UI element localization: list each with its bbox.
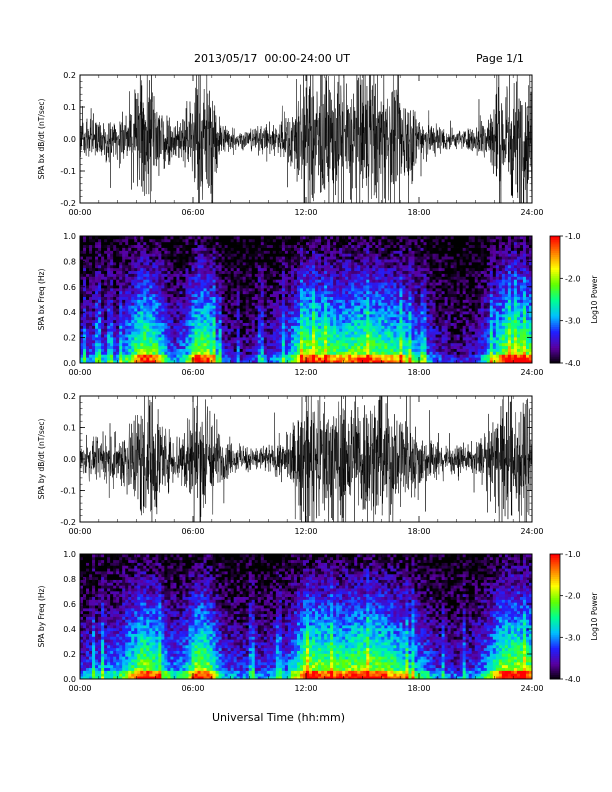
y-tick-label: 0.0 [63,359,76,368]
y-tick-label: 0.8 [63,575,76,584]
x-tick-label: 12:00 [294,208,317,217]
y-axis-label: SPA bx Freq (Hz) [37,269,46,331]
y-tick-label: -0.1 [60,167,76,176]
spectrogram-cells [80,236,533,364]
y-tick-label: 1.0 [63,232,76,241]
x-tick-label: 12:00 [294,368,317,377]
colorbar: -1.0 -2.0 -3.0 -4.0 Log10 Power [549,550,599,684]
y-tick-label: 0.8 [63,257,76,266]
colorbar-frame [549,553,561,680]
y-tick-label: 0.6 [63,283,76,292]
x-tick-label: 24:00 [520,368,543,377]
colorbar-tick-label: -1.0 [565,550,581,559]
colorbar: -1.0 -2.0 -3.0 -4.0 Log10 Power [549,232,599,368]
y-tick-label: 0.2 [63,71,76,80]
y-tick-label: -0.2 [60,199,76,208]
colorbar-tick-label: -4.0 [565,359,581,368]
y-tick-label: 0.2 [63,334,76,343]
spectrogram-panel-4: 0.0 0.2 0.4 0.6 0.8 1.0 -1.0 -2.0 -3.0 -4.0 Log10 … [37,550,599,693]
y-tick-label: 1.0 [63,550,76,559]
y-tick-label: 0.0 [63,455,76,464]
y-axis-label: SPA by dB/dt (nT/sec) [37,419,46,500]
spectrogram-cells [80,554,533,680]
series-trace [80,75,532,203]
colorbar-label: Log10 Power [590,592,599,641]
colorbar-tick-label: -4.0 [565,675,581,684]
x-tick-label: 00:00 [68,527,91,536]
x-tick-label: 06:00 [181,527,204,536]
plot-title: 2013/05/17 00:00-24:00 UT [194,52,351,65]
y-tick-label: 0.4 [63,308,76,317]
x-tick-label: 18:00 [407,368,430,377]
y-tick-label: 0.4 [63,625,76,634]
x-tick-label: 06:00 [181,684,204,693]
x-tick-label: 12:00 [294,527,317,536]
y-tick-label: 0.0 [63,675,76,684]
x-tick-label: 24:00 [520,684,543,693]
x-tick-label: 06:00 [181,208,204,217]
y-tick-label: 0.0 [63,135,76,144]
x-tick-label: 18:00 [407,208,430,217]
y-tick-label: 0.1 [63,424,76,433]
colorbar-tick-label: -2.0 [565,274,581,283]
series-trace [80,396,532,522]
y-tick-label: -0.1 [60,487,76,496]
spectrogram-panel-2: 0.0 0.2 0.4 0.6 0.8 1.0 -1.0 -2.0 -3.0 -4.0 Log10 … [37,232,599,377]
x-tick-label: 12:00 [294,684,317,693]
timeseries-panel-3: -0.2 -0.1 0.0 0.1 0.2 00:00 06:00 12:00 18:00 24:… [37,392,544,536]
y-axis-label: SPA bx dB/dt (nT/sec) [37,99,46,180]
x-tick-label: 00:00 [68,368,91,377]
y-axis-label: SPA by Freq (Hz) [37,586,46,648]
y-tick-label: 0.6 [63,600,76,609]
colorbar-frame [549,235,561,364]
x-axis-title: Universal Time (hh:mm) [212,711,345,724]
colorbar-tick-label: -3.0 [565,317,581,326]
x-tick-label: 00:00 [68,208,91,217]
y-tick-label: -0.2 [60,518,76,527]
x-tick-label: 00:00 [68,684,91,693]
colorbar-tick-label: -1.0 [565,232,581,241]
x-tick-label: 18:00 [407,527,430,536]
x-tick-label: 24:00 [520,208,543,217]
colorbar-label: Log10 Power [590,275,599,324]
timeseries-panel-1: -0.2 -0.1 0.0 0.1 0.2 00:00 06:00 12:00 18:00 24:… [37,71,544,217]
x-tick-label: 18:00 [407,684,430,693]
page-indicator: Page 1/1 [476,52,524,65]
colorbar-tick-label: -3.0 [565,633,581,642]
y-tick-label: 0.1 [63,103,76,112]
colorbar-tick-label: -2.0 [565,592,581,601]
x-tick-label: 06:00 [181,368,204,377]
x-tick-label: 24:00 [520,527,543,536]
y-tick-label: 0.2 [63,650,76,659]
y-tick-label: 0.2 [63,392,76,401]
